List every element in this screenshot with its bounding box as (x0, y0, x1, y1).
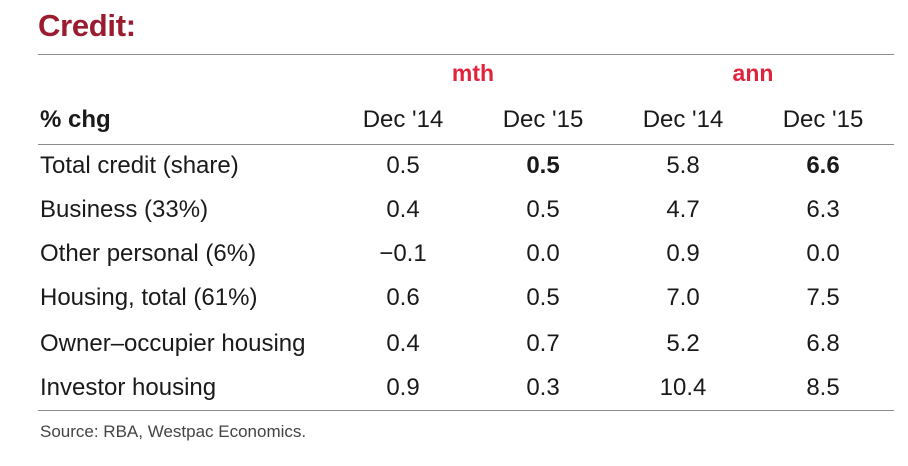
cell-ann-dec15: 0.0 (806, 240, 840, 267)
column-header-label: % chg (40, 106, 111, 133)
cell-mth-dec15: 0.5 (526, 284, 560, 311)
cell-ann-dec14: 10.4 (659, 374, 707, 401)
cell-mth-dec15: 0.5 (526, 152, 560, 179)
bottom-divider (38, 410, 894, 411)
group-header-ann: ann (732, 60, 774, 86)
cell-mth-dec15: 0.0 (526, 240, 560, 267)
row-label: Total credit (share) (40, 152, 239, 179)
cell-mth-dec14: −0.1 (379, 240, 427, 267)
cell-ann-dec14: 4.7 (666, 196, 700, 223)
row-label: Investor housing (40, 374, 217, 401)
cell-mth-dec14: 0.9 (386, 374, 420, 401)
column-header-mth-dec15: Dec '15 (502, 106, 584, 133)
table-row: Housing, total (61%) 0.6 0.5 7.0 7.5 (0, 284, 908, 328)
table-row: Total credit (share) 0.5 0.5 5.8 6.6 (0, 152, 908, 196)
table-row: Other personal (6%) −0.1 0.0 0.9 0.0 (0, 240, 908, 284)
cell-ann-dec14: 5.8 (666, 152, 700, 179)
table-row: Owner–occupier housing 0.4 0.7 5.2 6.8 (0, 330, 908, 374)
row-label: Business (33%) (40, 196, 209, 223)
cell-ann-dec15: 8.5 (806, 374, 840, 401)
cell-mth-dec14: 0.6 (386, 284, 420, 311)
cell-ann-dec15: 7.5 (806, 284, 840, 311)
cell-mth-dec15: 0.5 (526, 196, 560, 223)
table-row: Investor housing 0.9 0.3 10.4 8.5 (0, 374, 908, 418)
top-divider (38, 54, 894, 55)
row-label: Other personal (6%) (40, 240, 257, 267)
cell-ann-dec15: 6.3 (806, 196, 840, 223)
cell-ann-dec14: 0.9 (666, 240, 700, 267)
cell-mth-dec14: 0.4 (386, 330, 420, 357)
cell-ann-dec15: 6.6 (806, 152, 840, 179)
group-header-mth: mth (451, 60, 495, 86)
table-row: Business (33%) 0.4 0.5 4.7 6.3 (0, 196, 908, 240)
cell-mth-dec14: 0.4 (386, 196, 420, 223)
source-note: Source: RBA, Westpac Economics. (40, 422, 307, 441)
column-header-mth-dec14: Dec '14 (362, 106, 444, 133)
cell-ann-dec14: 5.2 (666, 330, 700, 357)
row-label: Housing, total (61%) (40, 284, 258, 311)
cell-mth-dec14: 0.5 (386, 152, 420, 179)
column-header-ann-dec14: Dec '14 (642, 106, 724, 133)
cell-mth-dec15: 0.3 (526, 374, 560, 401)
row-label: Owner–occupier housing (40, 330, 306, 357)
table-title: Credit: (38, 8, 136, 43)
cell-ann-dec14: 7.0 (666, 284, 700, 311)
cell-mth-dec15: 0.7 (526, 330, 560, 357)
cell-ann-dec15: 6.8 (806, 330, 840, 357)
column-header-ann-dec15: Dec '15 (782, 106, 864, 133)
header-divider (38, 144, 894, 145)
